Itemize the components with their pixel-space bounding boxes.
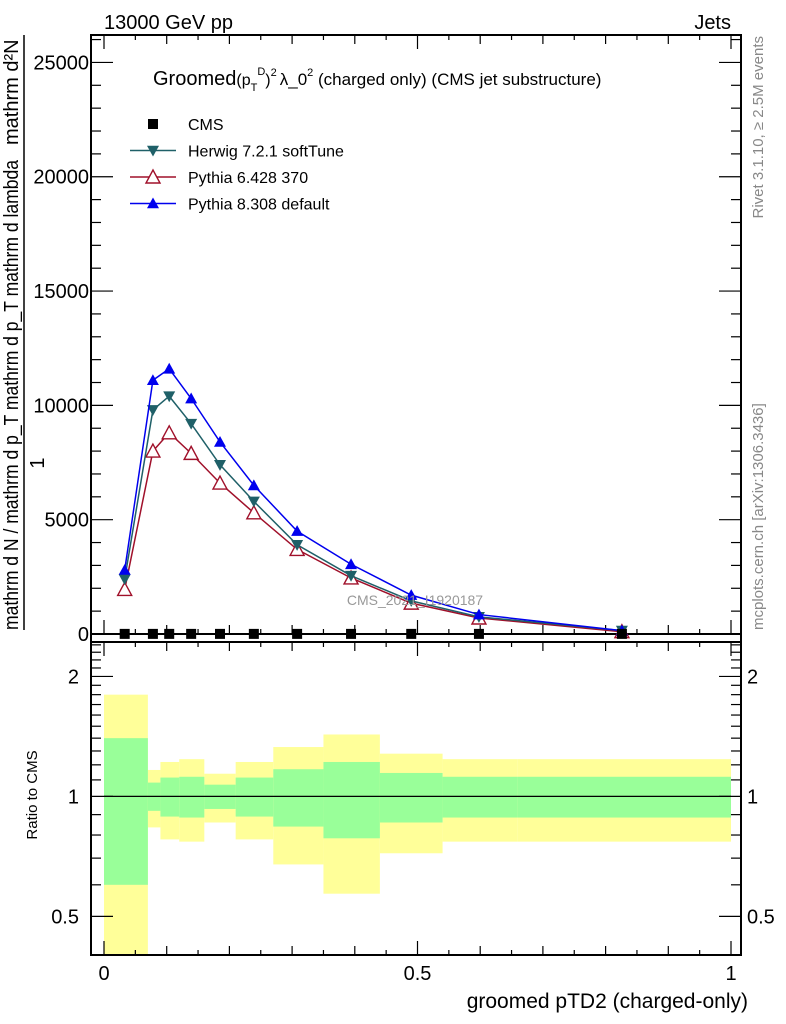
data-point-0 [147, 628, 158, 639]
x-tick-label: 1 [725, 963, 736, 985]
data-point-0 [473, 628, 484, 639]
title-lambda-exp: 2 [307, 67, 313, 79]
title-sub: T [251, 82, 258, 94]
data-point-3 [405, 589, 418, 600]
y-tick-label: 25000 [33, 52, 89, 74]
data-point-1 [118, 574, 131, 586]
ratio-plot: 0 0.5 1 0.5 0.5 1 1 2 2 [51, 641, 775, 985]
plot-title: Groomed(pTD)2 λ_02 (charged only) (CMS je… [153, 66, 601, 94]
title-close: ) [265, 72, 270, 89]
watermark: CMS_2021_I1920187 [347, 592, 483, 608]
ratio-y-label: Ratio to CMS [24, 750, 41, 839]
data-point-2 [144, 442, 162, 458]
ratio-y-tick-label: 1 [68, 786, 79, 808]
y-tick-label: 5000 [45, 510, 90, 532]
data-point-1 [163, 391, 176, 403]
data-point-0 [248, 628, 259, 639]
data-point-2 [161, 424, 178, 440]
y-tick-label: 0 [78, 624, 89, 646]
legend-marker [147, 145, 159, 157]
ratio-y-tick-label: 2 [68, 666, 79, 688]
title-suffix: (charged only) (CMS jet substructure) [313, 70, 601, 89]
x-tick-label: 0 [98, 963, 109, 985]
inner-band-bin [517, 776, 731, 818]
data-point-3 [213, 435, 226, 447]
data-point-0 [119, 628, 130, 639]
rivet-label: Rivet 3.1.10, ≥ 2.5M events [750, 36, 767, 219]
data-point-2 [182, 444, 200, 461]
y-tick-label: 10000 [33, 395, 89, 417]
legend: CMS Herwig 7.2.1 softTune Pythia 6.428 370… [130, 117, 344, 214]
title-p: (p [236, 72, 250, 89]
data-point-1 [247, 496, 260, 508]
ratio-y-tick-label-right: 1 [747, 786, 758, 808]
ratio-y-tick-label-right: 2 [747, 666, 758, 688]
data-point-0 [616, 628, 627, 639]
data-point-0 [186, 628, 197, 639]
ratio-frame [90, 641, 742, 956]
legend-marker [144, 168, 162, 184]
inner-band-bin [179, 776, 205, 818]
data-point-0 [164, 628, 175, 639]
data-point-0 [346, 628, 357, 639]
data-point-0 [292, 628, 303, 639]
data-point-3 [472, 608, 485, 620]
data-point-1 [291, 540, 304, 551]
inner-band-bin [442, 776, 518, 818]
data-point-1 [345, 570, 358, 582]
ratio-y-tick-label: 0.5 [51, 906, 79, 928]
y-label-num1: 1 [27, 457, 49, 468]
x-tick-label: 0.5 [404, 963, 432, 985]
y-label-num2: mathrm d²N [1, 39, 23, 145]
y-label-den: mathrm d N / mathrm d p_T mathrm d p_T m… [1, 159, 23, 630]
data-point-3 [118, 563, 131, 575]
data-point-2 [116, 580, 133, 597]
data-point-2 [211, 474, 229, 490]
legend-label: Pythia 8.308 default [188, 197, 330, 214]
legend-label: Herwig 7.2.1 softTune [188, 144, 344, 161]
data-point-3 [185, 392, 198, 404]
title-prefix: Groomed [153, 68, 236, 90]
mcplots-label: mcplots.cern.ch [arXiv:1306.3436] [750, 403, 767, 630]
data-point-1 [213, 460, 226, 471]
x-axis-label: groomed pTD2 (charged-only) [467, 990, 748, 1013]
y-axis-label: mathrm d²N mathrm d N / mathrm d p_T mat… [1, 35, 49, 630]
legend-label: Pythia 6.428 370 [188, 170, 308, 187]
inner-band-bin [323, 761, 380, 839]
header-right: Jets [694, 12, 731, 34]
legend-marker [147, 197, 159, 209]
header-left: 13000 GeV pp [104, 12, 233, 34]
data-point-3 [146, 374, 159, 386]
y-tick-label: 20000 [33, 167, 89, 189]
data-point-3 [163, 362, 176, 374]
legend-marker [148, 119, 158, 129]
title-sup: D [257, 66, 265, 78]
data-point-1 [185, 418, 198, 430]
data-point-2 [245, 504, 263, 520]
inner-band-bin [273, 769, 324, 827]
data-point-0 [406, 628, 417, 639]
main-plot: 0 5000 10000 15000 20000 25000 [33, 34, 742, 646]
inner-band-bin [379, 772, 443, 823]
data-point-3 [345, 558, 358, 570]
data-point-3 [247, 479, 260, 491]
legend-label: CMS [188, 117, 224, 134]
inner-band-bin [104, 738, 148, 885]
data-point-3 [291, 525, 304, 536]
inner-band-bin [235, 777, 274, 817]
data-point-0 [214, 628, 225, 639]
inner-band-bin [160, 777, 180, 817]
title-exp: 2 [271, 67, 277, 79]
ratio-y-tick-label-right: 0.5 [747, 906, 775, 928]
title-lambda: λ_0 [280, 70, 307, 89]
y-tick-label: 15000 [33, 281, 89, 303]
data-point-1 [146, 405, 159, 416]
